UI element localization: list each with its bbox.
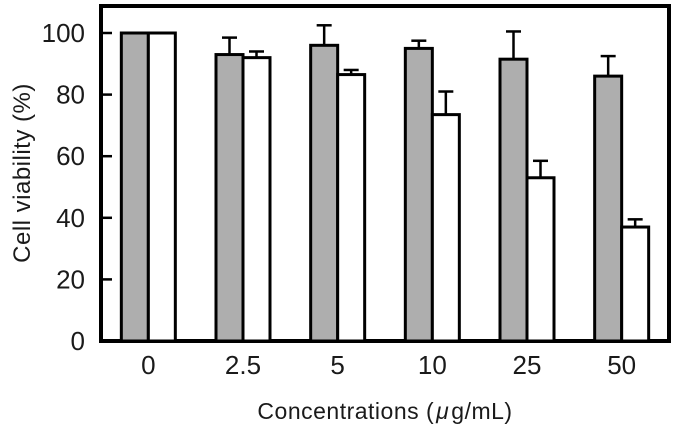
plot-border [99,4,671,343]
white-bar-50 [620,225,651,343]
y-tick-label: 100 [42,18,85,48]
white-bar-10 [430,113,461,343]
white-bar-25 [525,176,556,343]
mu-symbol: μ [436,398,450,424]
white-bar-2.5 [241,56,272,343]
x-category-label: 10 [418,350,447,380]
gray-bar-25 [498,57,529,343]
gray-bar-2.5 [214,53,245,343]
x-axis-title: Concentrations (μg/mL) [101,398,669,425]
x-category-label: 0 [141,350,155,380]
gray-bar-0 [119,31,150,343]
y-tick-label: 80 [56,80,85,110]
x-category-label: 50 [607,350,636,380]
gray-bar-5 [309,43,340,343]
x-axis-title-suffix: g/mL) [451,398,513,424]
x-category-label: 25 [513,350,542,380]
gray-bar-50 [593,74,624,343]
y-tick-label: 0 [71,326,85,356]
y-tick-label: 40 [56,203,85,233]
white-bar-0 [146,31,177,343]
white-bar-5 [336,73,367,343]
y-tick-label: 20 [56,264,85,294]
y-axis-title: Cell viability (%) [9,83,36,263]
gray-bar-10 [403,46,434,343]
y-tick-label: 60 [56,141,85,171]
x-category-label: 5 [330,350,344,380]
x-axis-title-prefix: Concentrations ( [257,398,435,424]
x-category-label: 2.5 [225,350,261,380]
